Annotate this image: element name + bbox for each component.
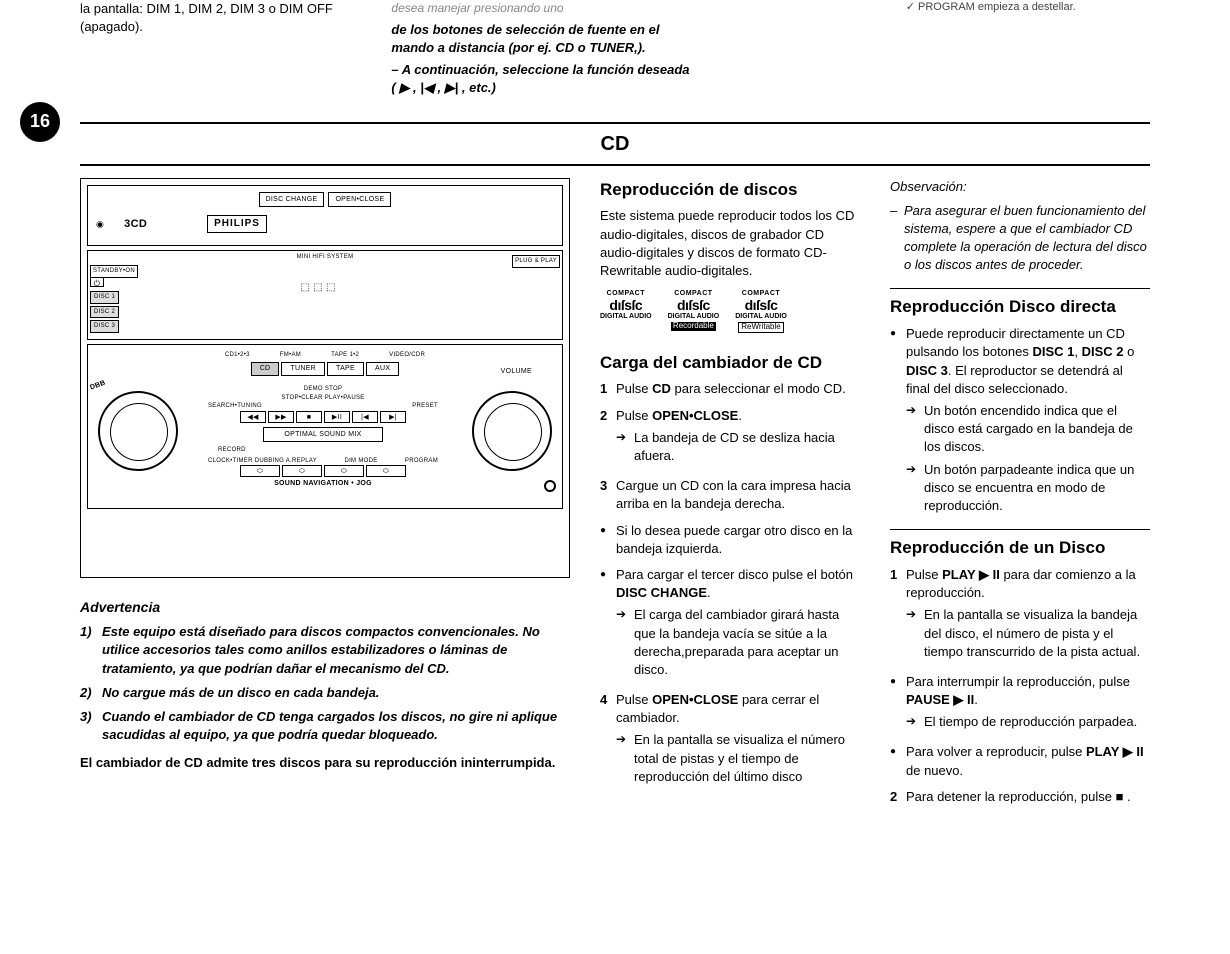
carga-b1: Si lo desea puede cargar otro disco en l… — [616, 522, 860, 558]
carga-s2-arrow: La bandeja de CD se desliza hacia afuera… — [634, 429, 860, 465]
diag-btn-aux: AUX — [366, 362, 399, 376]
obs-body: –Para asegurar el buen funcionamiento de… — [890, 202, 1150, 275]
logo-cd-rw: COMPACT dıſsſc DIGITAL AUDIO ReWritable — [735, 290, 787, 333]
warning-3: Cuando el cambiador de CD tenga cargados… — [102, 708, 570, 744]
diag-disc3: DISC 3 — [90, 320, 119, 332]
diag-disc-change: DISC CHANGE — [259, 192, 325, 208]
diag-mini: MINI HIFI SYSTEM — [90, 253, 560, 261]
warning-2: No cargue más de un disco en cada bandej… — [102, 684, 379, 702]
directa-arr1: Un botón encendido indica que el disco e… — [924, 402, 1150, 457]
diag-btn-tape: TAPE — [327, 362, 364, 376]
repro-discos-body: Este sistema puede reproducir todos los … — [600, 207, 860, 280]
diag-src-fm: FM•AM — [280, 351, 301, 359]
diag-preset: PRESET — [412, 402, 438, 410]
carga-title: Carga del cambiador de CD — [600, 351, 860, 375]
undisco-b2: Para volver a reproducir, pulse PLAY ▶ I… — [906, 743, 1150, 779]
diag-dim: DIM MODE — [344, 457, 377, 465]
dim-text: la pantalla: DIM 1, DIM 2, DIM 3 o DIM O… — [80, 0, 351, 36]
diag-demo: DEMO STOP STOP•CLEAR PLAY•PAUSE — [208, 385, 438, 402]
top-fragment-row: la pantalla: DIM 1, DIM 2, DIM 3 o DIM O… — [80, 0, 1150, 102]
diag-disc1: DISC 1 — [90, 291, 119, 303]
diag-btn-tuner: TUNER — [281, 362, 325, 376]
top-right-frag: ✓ PROGRAM empieza a destellar. — [906, 0, 1150, 102]
carga-s1: Pulse CD para seleccionar el modo CD. — [616, 380, 860, 398]
warning-final: El cambiador de CD admite tres discos pa… — [80, 754, 570, 772]
diag-volume: VOLUME — [501, 367, 532, 377]
diag-src-tape12: TAPE 1•2 — [331, 351, 359, 359]
diag-program: PROGRAM — [405, 457, 438, 465]
undisco-s1: Pulse PLAY ▶ II para dar comienzo a la r… — [906, 566, 1150, 665]
carga-b2-arrow: El carga del cambiador girará hasta que … — [634, 606, 860, 679]
carga-b2: Para cargar el tercer disco pulse el bot… — [616, 566, 860, 683]
carga-s4-arrow: En la pantalla se visualiza el número to… — [634, 731, 860, 786]
undisco-s2: Para detener la reproducción, pulse ■ . — [906, 788, 1150, 806]
diag-knob-right — [472, 391, 552, 471]
col-diagram-warning: DISC CHANGE OPEN•CLOSE ◉ 3CD PHILIPS MIN… — [80, 178, 570, 814]
rule-top — [80, 122, 1150, 124]
carga-s3: Cargue un CD con la cara impresa hacia a… — [616, 477, 860, 513]
directa-title: Reproducción Disco directa — [890, 295, 1150, 319]
diag-philips: PHILIPS — [207, 215, 267, 233]
carga-s4: Pulse OPEN•CLOSE para cerrar el cambiado… — [616, 691, 860, 790]
diag-plugplay: PLUG & PLAY — [512, 255, 560, 267]
mid1: de los botones de selección de fuente en… — [391, 21, 690, 57]
logo-cd: COMPACT dıſsſc DIGITAL AUDIO — [600, 290, 652, 333]
cd-logos: COMPACT dıſsſc DIGITAL AUDIO COMPACT dıſ… — [600, 290, 860, 333]
rule-c2 — [890, 529, 1150, 530]
diag-disc-stack: DISC 1 DISC 2 DISC 3 — [90, 291, 119, 334]
diag-open-close: OPEN•CLOSE — [328, 192, 391, 208]
diag-display — [218, 281, 418, 331]
diag-dbb: DBB — [89, 379, 107, 394]
diag-src-cd123: CD1•2•3 — [225, 351, 250, 359]
program-cut: ✓ PROGRAM empieza a destellar. — [906, 0, 1150, 15]
undisco-b1-arrow: El tiempo de reproducción parpadea. — [924, 713, 1137, 731]
warning-block: Advertencia 1)Este equipo está diseñado … — [80, 598, 570, 773]
diag-src-video: VIDEO/CDR — [389, 351, 425, 359]
cd-heading: CD — [80, 130, 1150, 158]
mid-cut: desea manejar presionando uno — [391, 0, 690, 17]
col-middle: Reproducción de discos Este sistema pued… — [600, 178, 860, 814]
col-right: Observación: –Para asegurar el buen func… — [890, 178, 1150, 814]
undisco-b1: Para interrumpir la reproducción, pulse … — [906, 673, 1150, 736]
directa-b1: Puede reproducir directamente un CD puls… — [906, 325, 1150, 519]
diag-soundnav: SOUND NAVIGATION • JOG — [208, 479, 438, 489]
undisco-title: Reproducción de un Disco — [890, 536, 1150, 560]
mid2: – A continuación, seleccione la función … — [391, 61, 690, 97]
diag-btn-cd: CD — [251, 362, 280, 376]
rule-bottom — [80, 164, 1150, 166]
logo-cd-r: COMPACT dıſsſc DIGITAL AUDIO Recordable — [668, 290, 720, 333]
diag-headphone-jack — [544, 480, 556, 492]
undisco-s1-arrow: En la pantalla se visualiza la bandeja d… — [924, 606, 1150, 661]
diag-knob-left — [98, 391, 178, 471]
obs-title: Observación: — [890, 178, 1150, 196]
warning-1: Este equipo está diseñado para discos co… — [102, 623, 570, 678]
stereo-diagram: DISC CHANGE OPEN•CLOSE ◉ 3CD PHILIPS MIN… — [80, 178, 570, 578]
rule-c1 — [890, 288, 1150, 289]
top-mid-frag: desea manejar presionando uno de los bot… — [391, 0, 690, 102]
diag-clock: CLOCK•TIMER DUBBING A.REPLAY — [208, 457, 317, 465]
diag-optimal: OPTIMAL SOUND MIX — [263, 427, 383, 443]
diag-disc2: DISC 2 — [90, 306, 119, 318]
warning-title: Advertencia — [80, 598, 570, 618]
diag-search: SEARCH•TUNING — [208, 402, 262, 410]
repro-discos-title: Reproducción de discos — [600, 178, 860, 202]
page-number-badge: 16 — [20, 102, 60, 142]
directa-arr2: Un botón parpadeante indica que un disco… — [924, 461, 1150, 516]
carga-s2: Pulse OPEN•CLOSE. La bandeja de CD se de… — [616, 407, 860, 470]
top-left-frag: la pantalla: DIM 1, DIM 2, DIM 3 o DIM O… — [80, 0, 351, 102]
diag-3cd: 3CD — [124, 217, 147, 232]
diag-standby: STANDBY•ON — [90, 265, 138, 277]
diag-record: RECORD — [218, 446, 246, 454]
